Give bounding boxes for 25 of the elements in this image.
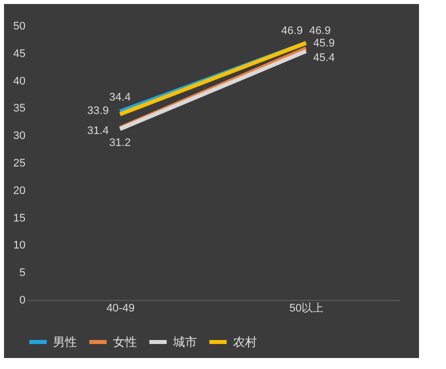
y-tick-label: 20: [13, 184, 26, 197]
data-label: 33.9: [87, 105, 109, 118]
y-tick-label: 45: [13, 48, 26, 60]
y-tick-label: 5: [19, 267, 26, 280]
data-label: 34.4: [109, 91, 131, 104]
y-tick-label: 35: [13, 102, 26, 115]
legend-label: 城市: [172, 335, 197, 349]
data-label: 45.4: [313, 52, 335, 64]
y-tick-label: 40: [13, 75, 26, 88]
y-tick-label: 15: [13, 212, 26, 224]
y-tick-label: 10: [13, 240, 26, 252]
data-label: 31.2: [109, 137, 131, 150]
y-tick-label: 50: [13, 20, 26, 32]
legend-label: 女性: [113, 335, 137, 349]
x-tick-label: 50以上: [289, 302, 324, 314]
legend-label: 男性: [53, 335, 77, 349]
legend-label: 农村: [233, 335, 257, 349]
y-tick-label: 25: [13, 158, 26, 170]
y-tick-label: 0: [19, 294, 26, 306]
data-label: 45.9: [313, 37, 335, 50]
y-tick-label: 30: [13, 130, 26, 142]
data-label: 46.9: [309, 24, 331, 37]
x-tick-label: 40-49: [106, 302, 135, 314]
data-label: 46.9: [281, 24, 303, 37]
data-label: 31.4: [87, 124, 109, 137]
